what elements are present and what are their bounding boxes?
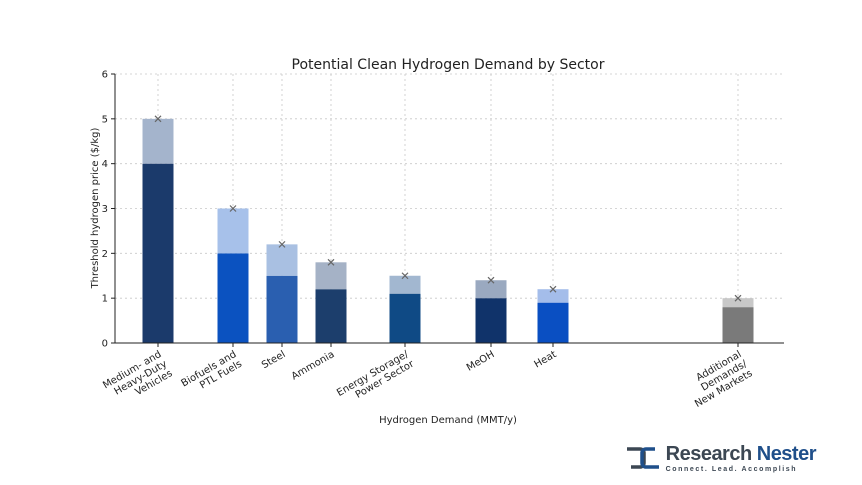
brand-name-part1: Research [665, 442, 753, 465]
brand-logo: Research Nester Connect. Lead. Accomplis… [624, 442, 817, 473]
x-category-label: Medium- andHeavy-DutyVehicles [101, 349, 174, 410]
y-tick-label: 5 [102, 114, 108, 125]
bar-lower [217, 253, 249, 343]
bar-lower [537, 302, 569, 343]
x-marker [401, 272, 409, 280]
chart-title: Potential Clean Hydrogen Demand by Secto… [292, 57, 605, 73]
y-tick-label: 6 [102, 70, 108, 81]
y-tick-label: 0 [102, 339, 108, 350]
brand-tagline: Connect. Lead. Accomplish [665, 465, 798, 473]
y-tick-label: 4 [102, 159, 108, 170]
bar-lower [142, 163, 174, 343]
grid [115, 73, 784, 343]
x-category-label-line: Steel [260, 349, 287, 371]
x-category-label-line: Ammonia [290, 349, 337, 382]
bar-lower [722, 307, 754, 343]
bar-upper [537, 289, 569, 303]
x-axis-label: Hydrogen Demand (MMT/y) [379, 415, 517, 426]
x-category-label: Energy Storage/Power Sector [335, 349, 417, 409]
x-marker [549, 285, 557, 293]
bar-lower [315, 289, 347, 343]
bar-lower [475, 298, 507, 343]
brand-name: Research Nester [665, 442, 817, 465]
research-nester-logo-icon [626, 447, 659, 469]
y-tick-label: 3 [102, 204, 108, 215]
x-marker [734, 294, 742, 302]
x-category-labels: Medium- andHeavy-DutyVehicles Biofuels an… [101, 349, 755, 410]
axes [111, 73, 784, 347]
x-marker [327, 258, 335, 266]
x-category-label: Ammonia [290, 349, 337, 382]
bars [142, 118, 754, 343]
bar-lower [389, 293, 421, 343]
x-category-label-line: MeOH [465, 349, 497, 374]
y-tick-labels: 0 1 2 3 4 5 6 [102, 70, 108, 350]
y-tick-label: 1 [102, 294, 108, 305]
y-axis-label: Threshold hydrogen price ($/kg) [90, 127, 101, 289]
bar-lower [266, 275, 298, 343]
bar-upper [475, 280, 507, 299]
x-category-label-line: Heat [532, 349, 558, 370]
x-category-label: MeOH [465, 349, 497, 374]
x-category-label: Heat [532, 349, 558, 370]
bar-upper [217, 208, 249, 254]
bar-upper [389, 275, 421, 294]
x-marker [229, 205, 237, 212]
x-marker [278, 240, 286, 248]
x-category-label: Steel [260, 349, 287, 371]
x-category-label: AdditionalDemands/New Markets [682, 349, 755, 410]
bar-upper [142, 118, 174, 164]
x-category-label: Biofuels andPTL Fuels [180, 349, 244, 399]
markers [154, 115, 742, 302]
y-tick-label: 2 [102, 249, 108, 260]
brand-name-part2: Nester [751, 442, 817, 465]
bar-upper [266, 244, 298, 276]
x-marker [487, 276, 495, 284]
bar-upper [315, 262, 347, 290]
bar-upper [722, 298, 754, 308]
x-marker [154, 115, 162, 123]
